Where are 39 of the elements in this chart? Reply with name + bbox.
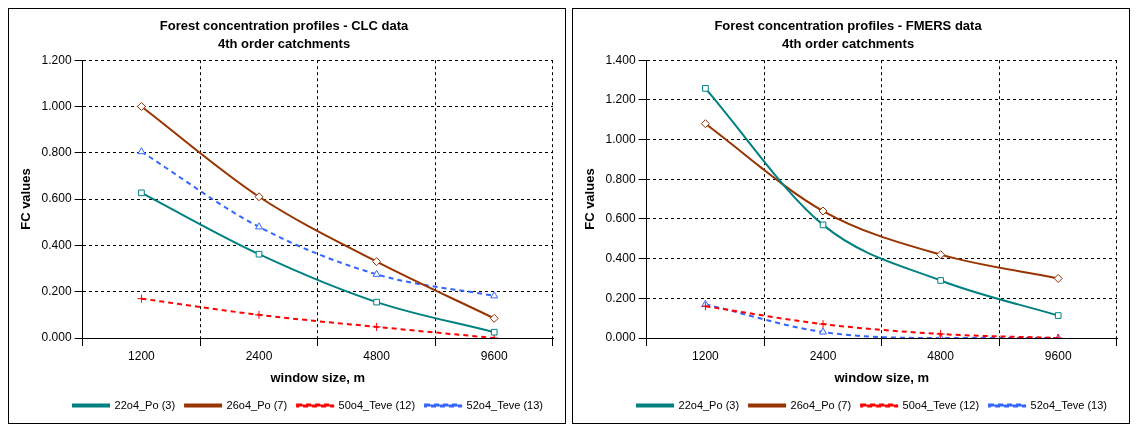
y-axis-title: FC values (18, 168, 34, 230)
chart-subtitle: 4th order catchments (781, 35, 915, 51)
legend-label: 52o4_Teve (13) (466, 398, 544, 411)
x-tick-label: 2400 (245, 348, 273, 363)
x-tick-label: 9600 (1044, 348, 1072, 363)
y-tick-label: 0.000 (41, 330, 72, 345)
x-tick-label: 4800 (363, 348, 391, 363)
y-tick-label: 0.800 (605, 171, 636, 186)
y-tick-label: 1.200 (41, 52, 72, 67)
x-axis-title: window size, m (833, 369, 930, 385)
y-axis-title: FC values (582, 168, 598, 230)
chart-title: Forest concentration profiles - CLC data (159, 18, 409, 34)
x-tick-label: 2400 (809, 348, 837, 363)
x-axis-title: window size, m (269, 369, 366, 385)
y-tick-label: 1.000 (605, 131, 636, 146)
y-tick-label: 0.600 (41, 191, 72, 206)
y-tick-label: 0.400 (605, 250, 636, 265)
x-tick-label: 1200 (128, 348, 156, 363)
y-tick-label: 0.000 (605, 330, 636, 345)
y-tick-label: 0.200 (605, 290, 636, 305)
legend-label: 52o4_Teve (13) (1030, 398, 1108, 411)
y-tick-label: 0.800 (41, 145, 72, 160)
y-tick-label: 1.000 (41, 98, 72, 113)
legend-label: 22o4_Po (3) (678, 398, 740, 411)
legend-label: 50o4_Teve (12) (902, 398, 980, 411)
legend-label: 26o4_Po (7) (226, 398, 288, 411)
x-tick-label: 9600 (480, 348, 508, 363)
x-tick-label: 1200 (692, 348, 720, 363)
chart-title: Forest concentration profiles - FMERS data (714, 18, 983, 34)
y-tick-label: 0.600 (605, 211, 636, 226)
y-tick-label: 0.400 (41, 237, 72, 252)
chart-subtitle: 4th order catchments (217, 35, 351, 51)
y-tick-label: 1.400 (605, 52, 636, 67)
y-tick-label: 1.200 (605, 92, 636, 107)
y-tick-label: 0.200 (41, 284, 72, 299)
legend-label: 26o4_Po (7) (790, 398, 852, 411)
legend-label: 50o4_Teve (12) (338, 398, 416, 411)
x-tick-label: 4800 (927, 348, 955, 363)
legend-label: 22o4_Po (3) (114, 398, 176, 411)
